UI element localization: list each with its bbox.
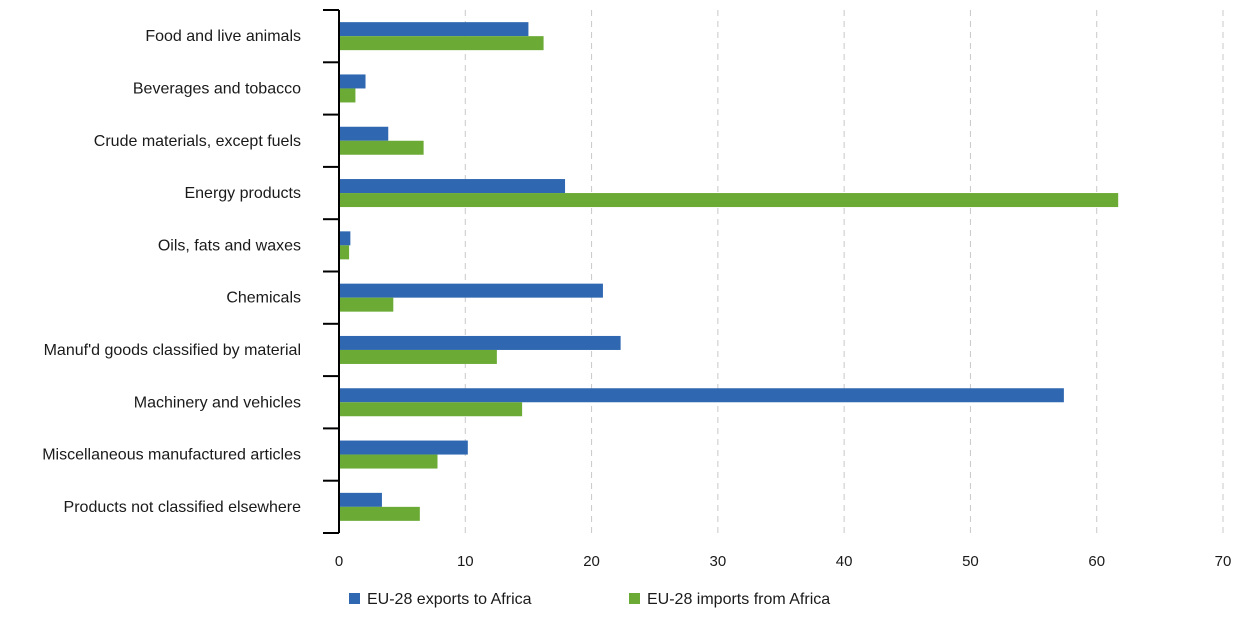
- exports-bar: [339, 231, 351, 246]
- imports-bar: [339, 36, 544, 51]
- imports-bar: [339, 349, 497, 364]
- x-tick-label: 0: [335, 553, 343, 570]
- imports-bar: [339, 454, 438, 469]
- imports-bar: [339, 506, 420, 521]
- x-tick-label: 10: [457, 553, 474, 570]
- category-label: Miscellaneous manufactured articles: [42, 447, 301, 464]
- category-label: Products not classified elsewhere: [64, 499, 302, 516]
- grid-lines: [464, 10, 1224, 533]
- x-tick-label: 70: [1215, 553, 1232, 570]
- category-label: Food and live animals: [145, 28, 301, 45]
- exports-bar: [339, 283, 603, 298]
- exports-bar: [339, 440, 468, 455]
- category-axis: [323, 9, 340, 534]
- category-label: Chemicals: [226, 290, 301, 307]
- legend-swatch: [349, 593, 360, 604]
- x-tick-label: 50: [962, 553, 979, 570]
- imports-bar: [339, 245, 350, 260]
- exports-bar: [339, 335, 621, 350]
- exports-bar: [339, 179, 566, 194]
- x-tick-label: 20: [583, 553, 600, 570]
- x-tick-label: 40: [836, 553, 853, 570]
- imports-bar: [339, 88, 356, 103]
- legend-label: EU-28 exports to Africa: [367, 591, 532, 608]
- x-tick-labels: 0 10 20 30 40 50 60 70: [335, 553, 1232, 570]
- category-label: Energy products: [184, 185, 301, 202]
- legend-swatch: [629, 593, 640, 604]
- x-tick-label: 60: [1088, 553, 1105, 570]
- x-tick-label: 30: [710, 553, 727, 570]
- category-labels: Food and live animals Beverages and tobac…: [42, 28, 301, 516]
- imports-bar: [339, 140, 424, 155]
- category-label: Oils, fats and waxes: [158, 237, 301, 254]
- category-label: Manuf'd goods classified by material: [44, 342, 301, 359]
- imports-bar: [339, 297, 394, 312]
- exports-bar: [339, 126, 389, 141]
- imports-bar: [339, 193, 1119, 208]
- exports-bar: [339, 388, 1064, 403]
- legend: EU-28 exports to Africa EU-28 imports fro…: [349, 591, 830, 608]
- category-label: Machinery and vehicles: [134, 394, 301, 411]
- exports-bar: [339, 22, 529, 37]
- exports-bar: [339, 74, 366, 89]
- exports-bar: [339, 492, 382, 507]
- bars: [339, 22, 1119, 521]
- category-label: Beverages and tobacco: [133, 80, 301, 97]
- imports-bar: [339, 402, 523, 417]
- category-label: Crude materials, except fuels: [94, 133, 301, 150]
- legend-label: EU-28 imports from Africa: [647, 591, 830, 608]
